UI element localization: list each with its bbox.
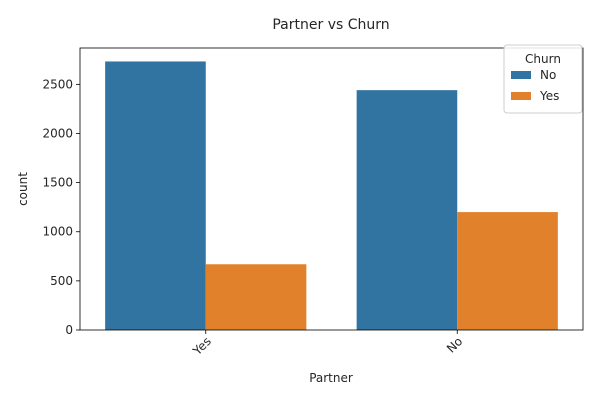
bar-no-no xyxy=(356,90,458,330)
legend-items: No Yes xyxy=(511,68,559,103)
bar-yes-yes xyxy=(205,264,307,330)
x-tick-label: No xyxy=(444,334,465,355)
x-axis-label: Partner xyxy=(309,371,353,385)
y-axis-label: count xyxy=(16,172,30,206)
legend-swatch xyxy=(511,92,531,100)
legend-label: Yes xyxy=(539,89,559,103)
x-axis: Yes No xyxy=(190,330,465,359)
legend-label: No xyxy=(540,68,556,82)
x-tick-label: Yes xyxy=(190,334,214,358)
legend: Churn No Yes xyxy=(503,44,583,114)
bars-group xyxy=(105,61,558,330)
bar-yes-no xyxy=(105,61,206,330)
legend-swatch xyxy=(511,71,531,79)
y-axis: 0 500 1000 1500 2000 2500 xyxy=(42,77,80,337)
bar-no-yes xyxy=(457,212,558,330)
y-tick-label: 2500 xyxy=(42,77,73,91)
y-tick-label: 1000 xyxy=(42,225,73,239)
plot-frame xyxy=(79,47,584,331)
chart-title: Partner vs Churn xyxy=(272,17,389,33)
y-tick-label: 0 xyxy=(65,323,73,337)
legend-title: Churn xyxy=(525,52,561,66)
y-tick-label: 2000 xyxy=(42,126,73,140)
y-tick-label: 500 xyxy=(50,274,73,288)
y-tick-label: 1500 xyxy=(42,176,73,190)
